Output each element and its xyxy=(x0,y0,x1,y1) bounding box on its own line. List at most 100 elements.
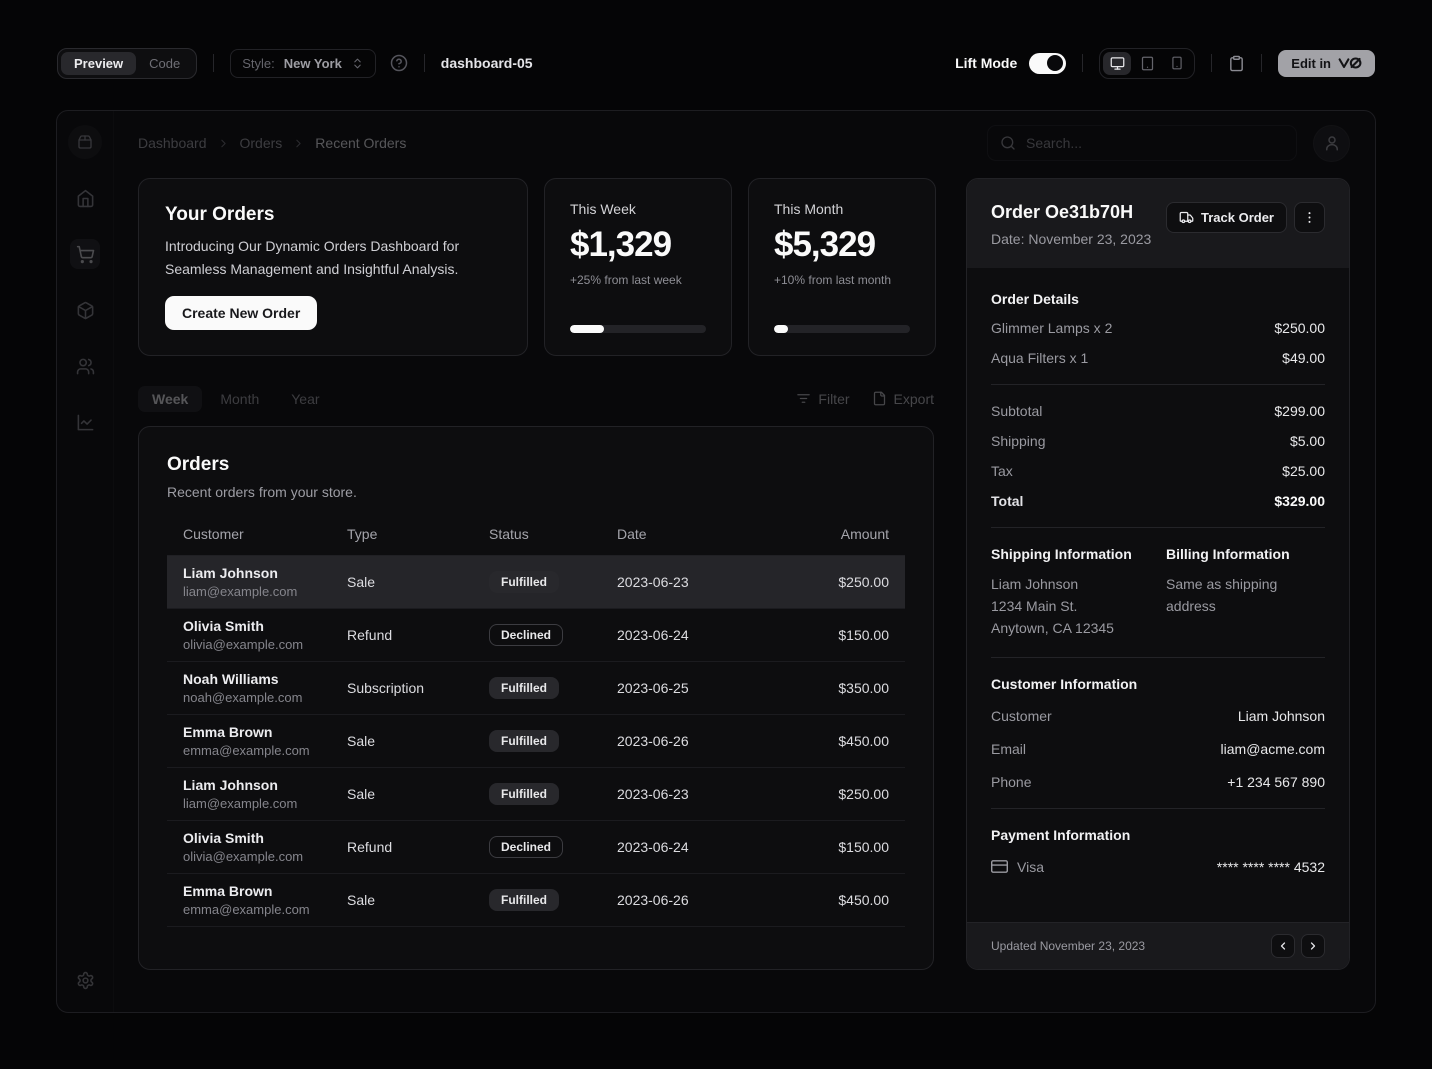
total-row: Total $329.00 xyxy=(991,493,1325,509)
breadcrumb-orders[interactable]: Orders xyxy=(239,135,283,151)
customer-info-title: Customer Information xyxy=(991,676,1138,692)
more-options-button[interactable] xyxy=(1294,202,1325,233)
chevron-right-icon xyxy=(1307,940,1319,952)
lift-mode-label: Lift Mode xyxy=(955,55,1018,71)
table-row[interactable]: Noah Williams noah@example.com Subscripti… xyxy=(167,662,905,715)
order-type: Sale xyxy=(347,733,376,749)
tablet-icon xyxy=(1140,56,1155,71)
create-new-order-button[interactable]: Create New Order xyxy=(165,296,318,330)
page-header: Dashboard Orders Recent Orders xyxy=(114,111,1375,175)
customer-email: liam@example.com xyxy=(183,584,298,599)
table-row[interactable]: Liam Johnson liam@example.com Sale Fulfil… xyxy=(167,768,905,821)
next-order-button[interactable] xyxy=(1301,934,1325,958)
style-label: Style: xyxy=(242,55,275,71)
order-date: 2023-06-26 xyxy=(617,733,689,749)
search-field[interactable] xyxy=(987,125,1297,161)
order-date: 2023-06-25 xyxy=(617,680,689,696)
view-toggle-group: Preview Code xyxy=(57,47,198,79)
stat-delta: +25% from last week xyxy=(570,273,682,287)
column-customer: Customer xyxy=(183,526,244,542)
users-icon xyxy=(76,357,95,376)
sidebar-item-analytics[interactable] xyxy=(70,407,100,437)
sidebar-item-settings[interactable] xyxy=(76,971,95,990)
tab-week[interactable]: Week xyxy=(138,385,203,412)
order-amount: $450.00 xyxy=(838,733,889,749)
lift-mode-toggle[interactable] xyxy=(1029,52,1067,74)
order-detail-footer: Updated November 23, 2023 xyxy=(967,922,1349,969)
order-amount: $350.00 xyxy=(838,680,889,696)
filter-icon xyxy=(796,391,811,406)
order-date: 2023-06-23 xyxy=(617,574,689,590)
stat-value: $5,329 xyxy=(774,225,876,264)
status-badge: Fulfilled xyxy=(489,571,559,593)
status-badge: Fulfilled xyxy=(489,783,559,805)
avatar[interactable] xyxy=(1313,124,1350,162)
table-row[interactable]: Emma Brown emma@example.com Sale Fulfille… xyxy=(167,715,905,768)
progress-fill xyxy=(774,325,788,333)
filter-button[interactable]: Filter xyxy=(796,391,850,407)
shipping-line: 1234 Main St. xyxy=(991,598,1078,614)
order-detail-body: Order Details Glimmer Lamps x 2 $250.00 A… xyxy=(967,268,1349,922)
summary-value: $5.00 xyxy=(1289,433,1325,449)
sidebar-item-home[interactable] xyxy=(70,183,100,213)
file-icon xyxy=(872,391,887,406)
site-toolbar: Preview Code Style: New York dashboard-0… xyxy=(0,0,1432,100)
table-header-row: Customer Type Status Date Amount xyxy=(167,526,905,556)
tab-month[interactable]: Month xyxy=(220,390,260,407)
progress-bar xyxy=(570,325,706,333)
updated-label: Updated November 23, 2023 xyxy=(991,939,1146,953)
tablet-view-button[interactable] xyxy=(1133,52,1161,75)
sidebar-item-products[interactable] xyxy=(70,295,100,325)
tab-preview[interactable]: Preview xyxy=(61,51,137,75)
table-row[interactable]: Olivia Smith olivia@example.com Refund De… xyxy=(167,821,905,874)
progress-bar xyxy=(774,325,910,333)
breadcrumb-dashboard[interactable]: Dashboard xyxy=(138,135,207,151)
previous-order-button[interactable] xyxy=(1271,934,1295,958)
table-row[interactable]: Olivia Smith olivia@example.com Refund De… xyxy=(167,609,905,662)
customer-value: Liam Johnson xyxy=(1237,708,1325,724)
truck-icon xyxy=(1179,210,1194,225)
tab-code[interactable]: Code xyxy=(149,55,181,71)
order-type: Refund xyxy=(347,627,393,643)
summary-row: Tax $25.00 xyxy=(991,463,1325,479)
column-status: Status xyxy=(489,526,529,542)
summary-value: $25.00 xyxy=(1282,463,1325,479)
help-circle-icon[interactable] xyxy=(390,54,408,72)
order-type: Sale xyxy=(347,786,376,802)
payment-method: Visa xyxy=(1017,858,1044,875)
this-week-card: This Week $1,329 +25% from last week xyxy=(544,178,732,356)
desktop-view-button[interactable] xyxy=(1103,51,1132,75)
logo-button[interactable] xyxy=(68,125,102,159)
table-row[interactable]: Liam Johnson liam@example.com Sale Fulfil… xyxy=(167,556,905,609)
customer-name: Emma Brown xyxy=(183,883,273,899)
package-icon xyxy=(76,301,95,320)
item-value: $250.00 xyxy=(1274,320,1325,336)
export-button[interactable]: Export xyxy=(872,391,934,407)
shipping-line: Liam Johnson xyxy=(991,576,1079,592)
sidebar-item-customers[interactable] xyxy=(70,351,100,381)
summary-value: $299.00 xyxy=(1274,403,1325,419)
order-date: 2023-06-24 xyxy=(617,627,689,643)
customer-email: olivia@example.com xyxy=(183,637,304,652)
style-select[interactable]: Style: New York xyxy=(230,48,376,78)
track-order-button[interactable]: Track Order xyxy=(1166,202,1287,233)
mobile-view-button[interactable] xyxy=(1163,52,1191,75)
status-badge: Declined xyxy=(489,836,564,858)
tab-year[interactable]: Year xyxy=(291,390,320,407)
sidebar-item-orders[interactable] xyxy=(70,239,100,269)
search-input[interactable] xyxy=(1026,135,1284,151)
line-item: Aqua Filters x 1 $49.00 xyxy=(991,350,1325,366)
customer-email: liam@example.com xyxy=(183,796,298,811)
edit-in-v0-button[interactable]: Edit in xyxy=(1278,49,1375,77)
shipping-info: Shipping Information Liam Johnson 1234 M… xyxy=(991,546,1150,639)
progress-fill xyxy=(570,325,604,333)
status-badge: Fulfilled xyxy=(489,677,559,699)
table-row[interactable]: Emma Brown emma@example.com Sale Fulfille… xyxy=(167,874,905,927)
summary-label: Shipping xyxy=(991,433,1046,449)
customer-name: Emma Brown xyxy=(183,724,273,740)
stat-value: $1,329 xyxy=(570,225,672,264)
clipboard-icon[interactable] xyxy=(1228,55,1245,72)
order-amount: $150.00 xyxy=(838,839,889,855)
divider xyxy=(1082,54,1084,72)
breadcrumb: Dashboard Orders Recent Orders xyxy=(138,135,406,151)
